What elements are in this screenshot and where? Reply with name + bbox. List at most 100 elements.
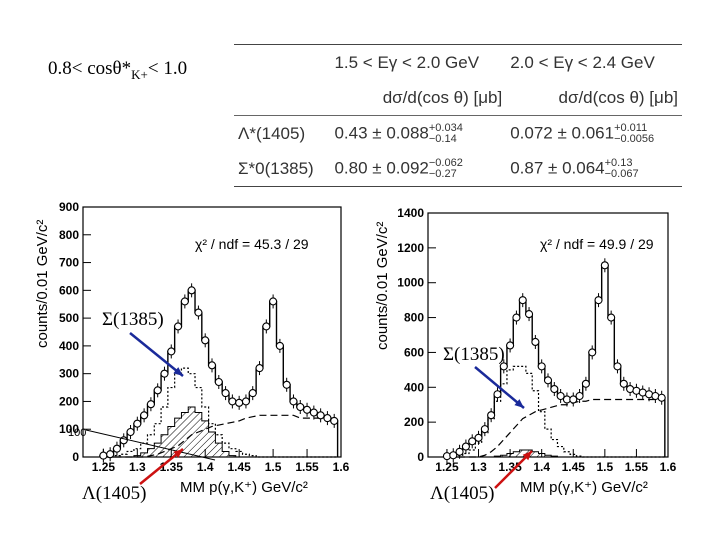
y-tick-label: 200 bbox=[404, 415, 424, 429]
x-tick-label: 1.35 bbox=[498, 460, 522, 474]
data-point bbox=[255, 364, 264, 373]
y-tick-label: 500 bbox=[59, 311, 79, 325]
data-point bbox=[174, 322, 183, 331]
left-sigma-annotation: Σ(1385) bbox=[102, 309, 164, 330]
right-sigma-annotation: Σ(1385) bbox=[443, 344, 505, 365]
data-point bbox=[518, 296, 527, 305]
data-point bbox=[207, 361, 217, 370]
col-header-low-energy: 1.5 < Eγ < 2.0 GeV bbox=[330, 44, 507, 80]
table-corner bbox=[234, 44, 331, 80]
data-point bbox=[537, 362, 546, 371]
data-point bbox=[269, 297, 278, 306]
table-row: Λ*(1405) 0.43 ± 0.088 +0.034 −0.14 0.072 ±… bbox=[234, 115, 682, 151]
data-point bbox=[575, 391, 584, 401]
data-point bbox=[619, 379, 628, 388]
y-tick-label: 1000 bbox=[397, 276, 424, 290]
data-point bbox=[228, 397, 237, 406]
data-point bbox=[126, 427, 135, 437]
data-point bbox=[296, 402, 305, 412]
data-point bbox=[487, 411, 496, 420]
data-point bbox=[140, 411, 149, 420]
data-point bbox=[201, 336, 210, 345]
data-point bbox=[99, 451, 108, 460]
data-point bbox=[588, 348, 597, 357]
data-point bbox=[499, 362, 508, 371]
data-point bbox=[221, 389, 230, 398]
data-point bbox=[613, 362, 622, 371]
unit-high-energy: dσ/d(cos θ) [μb] bbox=[558, 87, 679, 107]
right-lambda-annotation: Λ(1405) bbox=[430, 483, 495, 504]
data-point bbox=[248, 389, 257, 398]
y-tick-label: 1400 bbox=[397, 206, 424, 220]
data-point bbox=[235, 398, 244, 407]
data-point bbox=[214, 377, 223, 387]
y-tick-label: 700 bbox=[59, 256, 79, 270]
data-point bbox=[303, 405, 312, 414]
data-point bbox=[550, 384, 559, 394]
right-sigma-arrow-head bbox=[514, 399, 524, 408]
x-tick-label: 1.5 bbox=[265, 460, 282, 474]
data-point bbox=[474, 433, 483, 442]
left-diagonal-line bbox=[85, 429, 216, 461]
data-point bbox=[146, 400, 155, 409]
x-tick-label: 1.35 bbox=[160, 460, 184, 474]
x-tick-label: 1.45 bbox=[227, 460, 251, 474]
data-point bbox=[323, 414, 332, 423]
y-tick-label: 100 bbox=[59, 422, 79, 436]
x-tick-label: 1.25 bbox=[435, 460, 459, 474]
data-point bbox=[330, 416, 339, 425]
x-tick-label: 1.55 bbox=[625, 460, 649, 474]
x-tick-label: 1.4 bbox=[197, 460, 214, 474]
x-tick-label: 1.4 bbox=[533, 460, 550, 474]
left-mass-spectrum-chart: 0 100 200 300 400 500 600 700 800 900 1.25 1.3 1.35 1… bbox=[59, 200, 350, 485]
col-header-high-energy: 2.0 < Eγ < 2.4 GeV bbox=[506, 44, 682, 80]
y-tick-label: 300 bbox=[59, 367, 79, 381]
sigma1385-histogram bbox=[443, 365, 665, 458]
data-point bbox=[180, 297, 189, 306]
data-point bbox=[309, 408, 318, 417]
data-point bbox=[657, 393, 666, 402]
data-point bbox=[512, 313, 521, 322]
lambda1405-histogram bbox=[99, 406, 338, 458]
data-point bbox=[600, 261, 609, 270]
row-name: Λ*(1405) bbox=[234, 115, 331, 151]
x-tick-label: 1.6 bbox=[333, 460, 350, 474]
left-chi2-label: χ² / ndf = 45.3 / 29 bbox=[195, 236, 309, 252]
background-curve bbox=[446, 398, 662, 458]
y-tick-label: 800 bbox=[404, 311, 424, 325]
y-tick-label: 0 bbox=[72, 450, 79, 464]
left-extra-tick-label: 100 bbox=[68, 427, 86, 439]
y-tick-label: 200 bbox=[59, 394, 79, 408]
data-point bbox=[480, 425, 489, 434]
y-tick-label: 600 bbox=[59, 283, 79, 297]
data-point bbox=[282, 380, 291, 389]
unit-low-energy: dσ/d(cos θ) [μb] bbox=[382, 87, 503, 107]
data-point bbox=[194, 308, 203, 317]
data-point bbox=[493, 390, 502, 399]
data-point bbox=[468, 437, 477, 446]
data-point bbox=[506, 341, 515, 350]
lambda1405-histogram bbox=[443, 449, 665, 458]
data-point bbox=[167, 347, 176, 356]
data-point bbox=[275, 341, 284, 350]
data-point bbox=[241, 397, 250, 406]
data-point bbox=[556, 391, 565, 401]
x-tick-label: 1.3 bbox=[129, 460, 146, 474]
row-name: Σ*0(1385) bbox=[234, 151, 331, 187]
left-x-axis-label: MM p(γ,K⁺) GeV/c² bbox=[180, 479, 308, 496]
sigma1385-histogram bbox=[99, 367, 338, 458]
right-lambda-arrow-head bbox=[522, 451, 532, 461]
data-point bbox=[187, 286, 196, 295]
data-point bbox=[262, 322, 271, 331]
data-point bbox=[449, 451, 458, 460]
data-point bbox=[160, 369, 169, 378]
data-point bbox=[607, 313, 616, 322]
left-lambda-annotation: Λ(1405) bbox=[82, 483, 147, 504]
background-curve bbox=[103, 414, 335, 458]
x-tick-label: 1.5 bbox=[596, 460, 613, 474]
x-tick-label: 1.45 bbox=[562, 460, 586, 474]
y-tick-label: 400 bbox=[404, 380, 424, 394]
y-tick-label: 1200 bbox=[397, 241, 424, 255]
table-row: Σ*0(1385) 0.80 ± 0.092 −0.062 −0.27 0.87 ±… bbox=[234, 151, 682, 187]
y-tick-label: 0 bbox=[417, 450, 424, 464]
